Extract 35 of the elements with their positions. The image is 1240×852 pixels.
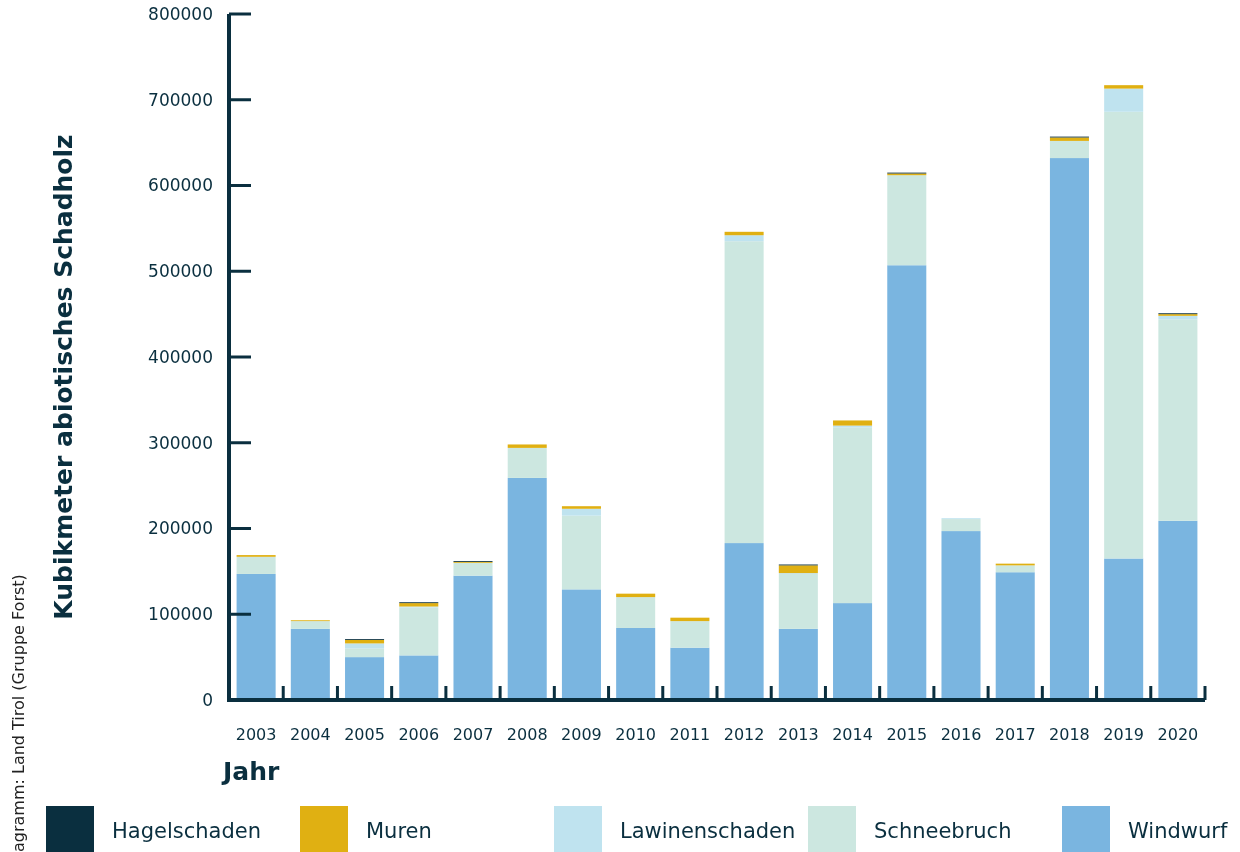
x-tick-label: 2019 — [1103, 725, 1145, 744]
x-tick-label: 2018 — [1049, 725, 1090, 744]
y-tick-label: 700000 — [148, 89, 213, 110]
x-tick-label: 2010 — [615, 725, 657, 744]
y-tick-label: 200000 — [148, 518, 213, 539]
x-tick-label: 2020 — [1157, 725, 1199, 744]
legend-label: Schneebruch — [874, 819, 1012, 844]
text: agramm: Land Tirol (Gruppe Forst) — [9, 574, 28, 852]
x-tick-label: 2014 — [832, 725, 873, 744]
x-tick-label: 2006 — [398, 725, 440, 744]
legend-label: Hagelschaden — [112, 819, 261, 844]
legend-label: Lawinenschaden — [620, 819, 796, 844]
x-tick-label: 2016 — [940, 725, 982, 744]
x-tick-label: 2007 — [452, 725, 494, 744]
x-tick-label: 2017 — [994, 725, 1036, 744]
y-axis-title: Kubikmeter abiotisches Schadholz — [49, 134, 78, 620]
y-tick-label: 100000 — [148, 604, 213, 625]
x-tick-label: 2011 — [669, 725, 711, 744]
x-tick-label: 2012 — [723, 725, 765, 744]
x-tick-label: 2013 — [777, 725, 819, 744]
x-tick-label: 2009 — [561, 725, 602, 744]
y-tick-label: 600000 — [148, 175, 213, 196]
x-tick-label: 2004 — [289, 725, 331, 744]
y-tick-label: 300000 — [148, 432, 213, 453]
legend-label: Windwurf — [1128, 819, 1228, 844]
legend-label: Muren — [366, 819, 432, 844]
y-tick-label: 500000 — [148, 261, 213, 282]
x-axis-title: Jahr — [221, 757, 280, 786]
y-tick-label: 800000 — [148, 3, 213, 24]
x-tick-label: 2003 — [235, 725, 277, 744]
y-tick-label: 0 — [202, 689, 213, 710]
x-tick-label: 2015 — [886, 725, 928, 744]
x-tick-label: 2008 — [506, 725, 548, 744]
x-tick-label: 2005 — [344, 725, 385, 744]
y-tick-label: 400000 — [148, 346, 213, 367]
